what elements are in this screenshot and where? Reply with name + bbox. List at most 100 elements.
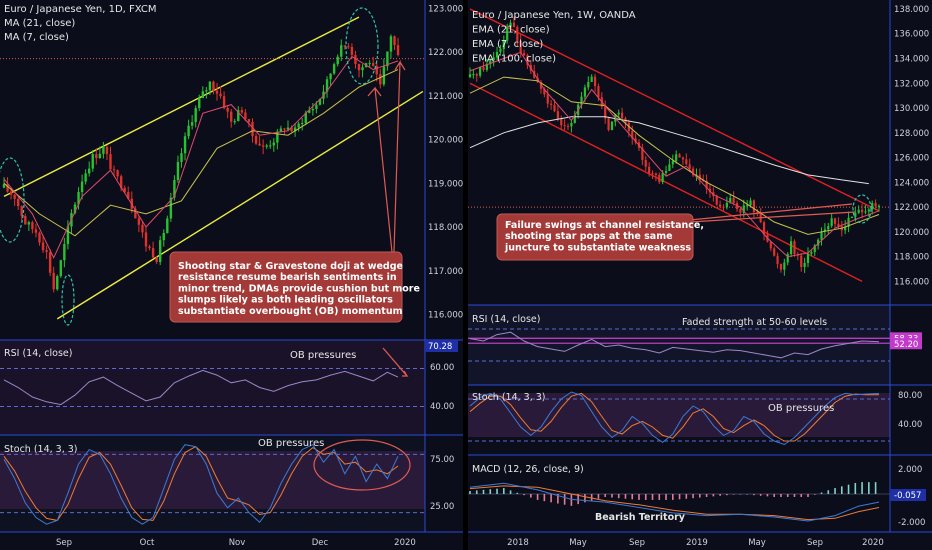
left-candle (151, 248, 155, 258)
right-macd-histogram-bar (543, 494, 546, 502)
left-x-tick: Sep (56, 538, 72, 548)
right-candle (817, 239, 820, 246)
left-candle (332, 64, 336, 74)
right-candle (593, 76, 597, 87)
left-candle (201, 91, 204, 99)
right-lower-channel (469, 82, 863, 283)
right-macd-histogram-bar (658, 494, 661, 500)
right-macd-histogram-bar (739, 494, 742, 495)
left-candle (102, 146, 105, 154)
left-stoch-d-line (3, 445, 399, 521)
left-price-tick: 116.000 (428, 311, 463, 321)
right-candle (729, 197, 732, 203)
left-candle (194, 108, 197, 123)
left-annotation-text: Shooting star & Gravestone doji at wedge… (178, 261, 420, 317)
right-candle (499, 49, 502, 53)
right-arrow (689, 203, 853, 221)
left-candle (389, 36, 393, 52)
right-chart: RSI (14, close) Faded strength at 50-60 l… (468, 0, 932, 550)
right-candle (492, 57, 495, 61)
right-ema21-line (469, 76, 880, 235)
right-candle (671, 160, 674, 165)
right-candle (857, 209, 860, 213)
panel-divider (463, 0, 468, 550)
left-candle (116, 170, 119, 177)
left-candle (215, 90, 219, 94)
left-candle (347, 46, 350, 48)
right-candle (769, 241, 772, 249)
left-candle (261, 145, 265, 147)
right-arrow (689, 211, 856, 223)
left-candle (34, 229, 38, 233)
left-upper-trendline (3, 16, 360, 198)
right-stoch-series: Stoch (14, 3, 3) OB pressures 80.00 40.00 (468, 391, 922, 446)
left-candle (155, 257, 158, 263)
right-candle (719, 204, 722, 207)
left-candle (2, 184, 6, 188)
right-candle (749, 200, 752, 206)
left-candle (212, 81, 215, 91)
left-candle (134, 208, 137, 219)
right-rsi-badge (890, 332, 922, 344)
left-candle (301, 123, 304, 125)
left-x-tick: Dec (312, 538, 329, 548)
right-price-tick: 134.000 (894, 54, 929, 64)
right-candle (597, 86, 600, 98)
right-x-tick: 2019 (686, 538, 708, 548)
right-macd-histogram-bar (800, 494, 803, 497)
right-macd-histogram-bar (746, 494, 748, 495)
right-stoch-k-line (469, 391, 880, 446)
left-rsi-tick: 60.00 (430, 363, 454, 373)
left-candle (88, 168, 91, 174)
left-candle (45, 250, 48, 253)
right-candle (479, 67, 482, 76)
left-candle (80, 181, 84, 193)
left-highlight-circle (0, 157, 25, 243)
right-annotation-text: Failure swings at channel resistance, sho… (504, 220, 704, 253)
right-macd-histogram-bar (665, 494, 667, 500)
left-x-tick: Nov (229, 538, 246, 548)
left-stoch-series: Stoch (14, 3, 3) OB pressures 75.00 25.00 (0, 438, 454, 525)
left-candle (63, 244, 66, 261)
right-upper-channel (469, 8, 880, 212)
right-macd-histogram-bar (678, 494, 681, 500)
right-ema100-line (469, 116, 869, 185)
right-candle (854, 212, 857, 217)
right-candle (685, 159, 688, 165)
left-candle (354, 54, 357, 64)
right-x-tick: May (748, 538, 766, 548)
right-macd-histogram-bar (469, 491, 471, 494)
left-candle (226, 107, 229, 112)
left-candle (265, 145, 268, 147)
left-candle (17, 198, 20, 207)
left-candle (48, 252, 52, 273)
left-candle (105, 146, 109, 155)
left-candle (27, 222, 31, 225)
right-macd-histogram-bar (861, 482, 863, 494)
left-price-tick: 121.000 (428, 92, 463, 102)
right-legend-item: EMA (100, close) (472, 54, 556, 65)
right-price-tick: 120.000 (894, 228, 929, 238)
left-candle (119, 176, 123, 188)
left-candle (24, 215, 27, 225)
left-candle (311, 108, 315, 111)
right-macd-tick: -2.000 (898, 518, 925, 528)
right-price-tick: 116.000 (894, 277, 929, 287)
right-macd-histogram-bar (584, 494, 586, 503)
right-candle (651, 173, 654, 175)
right-macd-note: Bearish Territory (595, 512, 686, 523)
right-candle (675, 154, 678, 161)
left-candle (237, 110, 240, 122)
left-candle (233, 121, 236, 123)
right-candle (864, 211, 867, 213)
left-candle (222, 96, 226, 108)
right-candle (874, 203, 877, 207)
right-macd-histogram-bar (496, 488, 498, 494)
right-candle (573, 115, 576, 123)
right-macd-label: MACD (12, 26, close, 9) (472, 464, 584, 475)
left-candle (318, 98, 322, 105)
right-candle (860, 209, 864, 213)
right-macd-histogram-bar (685, 494, 688, 499)
right-macd-histogram-bar (793, 494, 796, 497)
right-macd-histogram-bar (563, 494, 566, 505)
